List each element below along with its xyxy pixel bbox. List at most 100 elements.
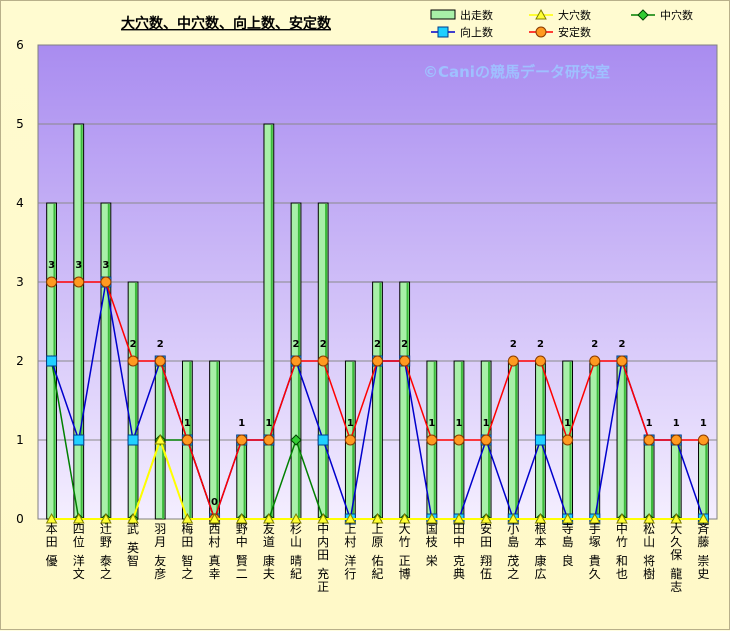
category-char: 上: [371, 522, 383, 536]
legend-swatch: [430, 9, 456, 20]
data-label: 3: [102, 260, 109, 271]
category-char: 本: [46, 522, 58, 536]
category-char: 田: [317, 548, 329, 562]
category-char: 久: [589, 567, 601, 581]
category-char: 山: [643, 535, 655, 549]
category-char: 智: [127, 553, 139, 568]
data-label: 2: [537, 339, 544, 350]
legend-item: 出走数: [430, 8, 493, 22]
category-char: 梅: [181, 521, 193, 536]
category-char: 佑: [371, 554, 383, 568]
legend-label: 安定数: [558, 25, 591, 39]
category-char: 友: [263, 522, 275, 536]
data-label: 1: [428, 418, 435, 429]
data-label: 2: [293, 339, 300, 350]
data-label: 1: [673, 418, 680, 429]
category-char: 幸: [209, 567, 221, 581]
data-label: 1: [700, 418, 707, 429]
data-label: 3: [48, 260, 55, 271]
category-char: 道: [263, 535, 275, 549]
chart-title: 大穴数、中穴数、向上数、安定数: [121, 15, 332, 32]
category-char: 野: [100, 535, 112, 549]
point: [507, 355, 519, 367]
category-char: 西: [209, 522, 221, 536]
category-char: 中: [236, 534, 248, 549]
point: [235, 512, 248, 524]
category-char: 小: [507, 522, 519, 536]
category-char: 四: [73, 522, 85, 536]
category-char: 斉: [697, 521, 709, 536]
category-char: 大: [670, 522, 682, 536]
point: [437, 26, 449, 38]
point: [46, 276, 58, 288]
point: [697, 434, 709, 446]
category-char: 正: [399, 554, 411, 568]
point: [154, 433, 167, 445]
point: [670, 434, 682, 446]
category-label: 寺島良: [562, 522, 574, 568]
category-char: 洋: [344, 553, 356, 568]
category-char: 枝: [426, 534, 438, 549]
point: [371, 512, 384, 524]
category-char: 広: [534, 567, 546, 581]
category-char: 康: [263, 553, 275, 568]
category-char: 正: [317, 580, 329, 594]
point: [344, 512, 357, 524]
data-label: 1: [347, 418, 354, 429]
category-char: 夫: [263, 567, 275, 581]
category-char: 泰: [100, 554, 112, 568]
data-label: 1: [265, 418, 272, 429]
category-char: 茂: [507, 554, 519, 568]
point: [507, 512, 520, 524]
data-labels: 3 3 3 2 2 1 0 1 1 2 2 1 2 2 1 1 1 2 2 1 2 2 1 1 1: [48, 260, 707, 508]
category-char: 二: [236, 567, 248, 581]
point: [290, 434, 302, 446]
data-label: 0: [211, 497, 218, 508]
category-char: 康: [534, 553, 546, 568]
category-char: 龍: [670, 566, 682, 581]
category-char: 田: [181, 535, 193, 549]
point: [398, 512, 411, 524]
category-char: 田: [453, 522, 465, 536]
data-label: 1: [564, 418, 571, 429]
category-char: 武: [127, 522, 139, 536]
legend-item: 向上数: [431, 25, 493, 39]
legend-label: 出走数: [460, 8, 493, 22]
data-label: 2: [591, 339, 598, 350]
category-label: 国枝栄: [426, 522, 438, 568]
point: [263, 434, 275, 446]
point: [561, 512, 574, 524]
data-label: 2: [157, 339, 164, 350]
category-char: 也: [616, 567, 628, 581]
point: [127, 512, 139, 524]
point: [73, 434, 85, 446]
category-char: 国: [426, 522, 438, 536]
category-char: 良: [562, 553, 574, 568]
data-label: 1: [646, 418, 653, 429]
data-label: 1: [483, 418, 490, 429]
watermark: ©Caniの競馬データ研究室: [423, 63, 610, 81]
point: [73, 276, 85, 288]
category-char: 中: [317, 521, 329, 536]
category-char: 竹: [399, 535, 411, 549]
category-char: 之: [507, 567, 519, 581]
point: [317, 355, 329, 367]
legend-item: 大穴数: [529, 8, 591, 22]
category-char: 志: [670, 580, 682, 594]
category-char: 上: [344, 522, 356, 536]
point: [534, 355, 546, 367]
point: [697, 512, 710, 524]
point: [208, 512, 221, 524]
category-char: 史: [697, 567, 709, 581]
category-char: 洋: [73, 553, 85, 568]
category-char: 紀: [290, 567, 302, 581]
